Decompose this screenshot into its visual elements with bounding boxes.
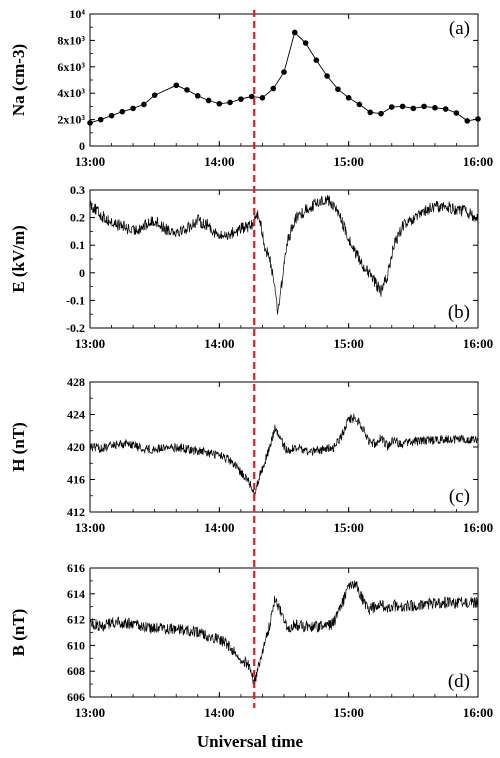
y-tick-label: 0 <box>79 139 85 153</box>
y-tick-label: -0.1 <box>66 293 85 307</box>
data-point <box>216 100 223 107</box>
data-point <box>194 93 201 99</box>
plot-frame <box>89 189 479 329</box>
y-tick-label: 416 <box>67 473 85 487</box>
y-tick-label: 0 <box>79 266 85 280</box>
data-point <box>453 110 460 116</box>
data-point <box>378 110 384 117</box>
y-tick-label: 610 <box>67 638 85 652</box>
plot-frame <box>89 13 479 147</box>
x-tick-label: 16:00 <box>463 705 493 720</box>
panel-c: 13:00 14:00 15:00 16:00 412 416 420 424 428 H (nT… <box>9 375 493 535</box>
data-point <box>259 95 266 101</box>
data-point <box>442 106 449 112</box>
x-tick-label: 13:00 <box>75 520 105 535</box>
data-point <box>270 85 277 92</box>
x-tick-label: 14:00 <box>204 336 234 351</box>
y-axis-title: H (nT) <box>9 422 28 472</box>
data-point <box>97 116 104 123</box>
data-point <box>302 40 309 46</box>
data-point <box>421 103 427 110</box>
series-line <box>89 413 479 497</box>
data-point <box>151 92 158 98</box>
y-tick-label: 412 <box>67 505 85 519</box>
data-point <box>356 101 363 108</box>
x-tick-label: 13:00 <box>75 336 105 351</box>
x-tick-label: 15:00 <box>333 520 363 535</box>
x-tick-label: 13:00 <box>75 154 105 169</box>
y-tick-label: 10⁴ <box>69 7 85 21</box>
x-tick-label: 14:00 <box>204 705 234 720</box>
data-point <box>464 118 471 124</box>
data-point <box>324 73 330 79</box>
x-tick-label: 14:00 <box>204 154 234 169</box>
y-tick-label: 2x10³ <box>57 113 85 127</box>
y-tick-label: 8x10³ <box>57 33 85 47</box>
data-point <box>238 96 244 102</box>
y-tick-label: 4x10³ <box>57 86 85 100</box>
data-point <box>410 105 417 112</box>
data-point <box>248 93 255 100</box>
x-tick-label: 14:00 <box>204 520 234 535</box>
panel-label: (d) <box>448 671 470 692</box>
data-point <box>432 104 438 111</box>
panel-label: (c) <box>449 486 470 507</box>
y-tick-label: -0.2 <box>66 321 85 335</box>
x-tick-label: 15:00 <box>333 154 363 169</box>
data-point <box>108 112 115 119</box>
y-tick-label: 0.1 <box>70 238 85 252</box>
y-axis-title: E (kV/m) <box>9 225 28 293</box>
series-line <box>89 31 479 124</box>
y-axis-title: Na (cm-3) <box>9 44 28 116</box>
y-tick-label: 606 <box>67 690 85 704</box>
data-point <box>141 101 147 108</box>
data-point <box>345 95 352 101</box>
data-point <box>227 99 233 106</box>
panel-label: (b) <box>448 302 470 323</box>
data-point <box>130 105 136 112</box>
y-tick-label: 428 <box>67 375 85 389</box>
data-point <box>119 108 126 115</box>
y-tick-label: 0.2 <box>70 211 85 225</box>
x-tick-label: 15:00 <box>333 705 363 720</box>
data-point <box>313 57 320 63</box>
x-axis-title: Universal time <box>196 732 304 751</box>
data-point <box>475 116 481 122</box>
data-point <box>173 82 180 89</box>
x-tick-label: 15:00 <box>333 336 363 351</box>
series-line <box>89 580 479 686</box>
chart-panels: 13:00 14:00 15:00 16:00 0 2x10³ 4x10³ 6x10³ 8x10… <box>9 7 493 720</box>
data-point <box>399 103 406 110</box>
x-tick-label: 16:00 <box>463 154 493 169</box>
y-tick-label: 420 <box>67 440 85 454</box>
y-axis-title: B (nT) <box>9 609 28 657</box>
y-tick-label: 616 <box>67 561 85 575</box>
data-point <box>87 120 93 126</box>
panel-label: (a) <box>449 18 470 39</box>
plot-frame <box>89 567 479 698</box>
x-tick-label: 16:00 <box>463 520 493 535</box>
y-tick-label: 0.3 <box>70 183 85 197</box>
y-tick-label: 6x10³ <box>57 60 85 74</box>
data-point <box>205 97 212 104</box>
data-point <box>388 104 395 110</box>
series-line <box>89 195 479 315</box>
data-point <box>335 86 341 93</box>
y-tick-label: 612 <box>67 613 85 627</box>
y-tick-label: 424 <box>67 408 85 422</box>
data-point <box>291 29 298 36</box>
panel-d: 13:00 14:00 15:00 16:00 606 608 610 612 614 616 B … <box>9 561 493 720</box>
x-tick-label: 13:00 <box>75 705 105 720</box>
y-tick-label: 614 <box>67 587 85 601</box>
data-point <box>184 87 190 93</box>
y-tick-label: 608 <box>67 664 85 678</box>
data-point <box>367 109 374 116</box>
data-point <box>281 69 287 75</box>
panel-b: 13:00 14:00 15:00 16:00 -0.2 -0.1 0 0.1 0.2 0.3 E … <box>9 183 493 351</box>
x-tick-label: 16:00 <box>463 336 493 351</box>
panel-a: 13:00 14:00 15:00 16:00 0 2x10³ 4x10³ 6x10³ 8x10… <box>9 7 493 169</box>
